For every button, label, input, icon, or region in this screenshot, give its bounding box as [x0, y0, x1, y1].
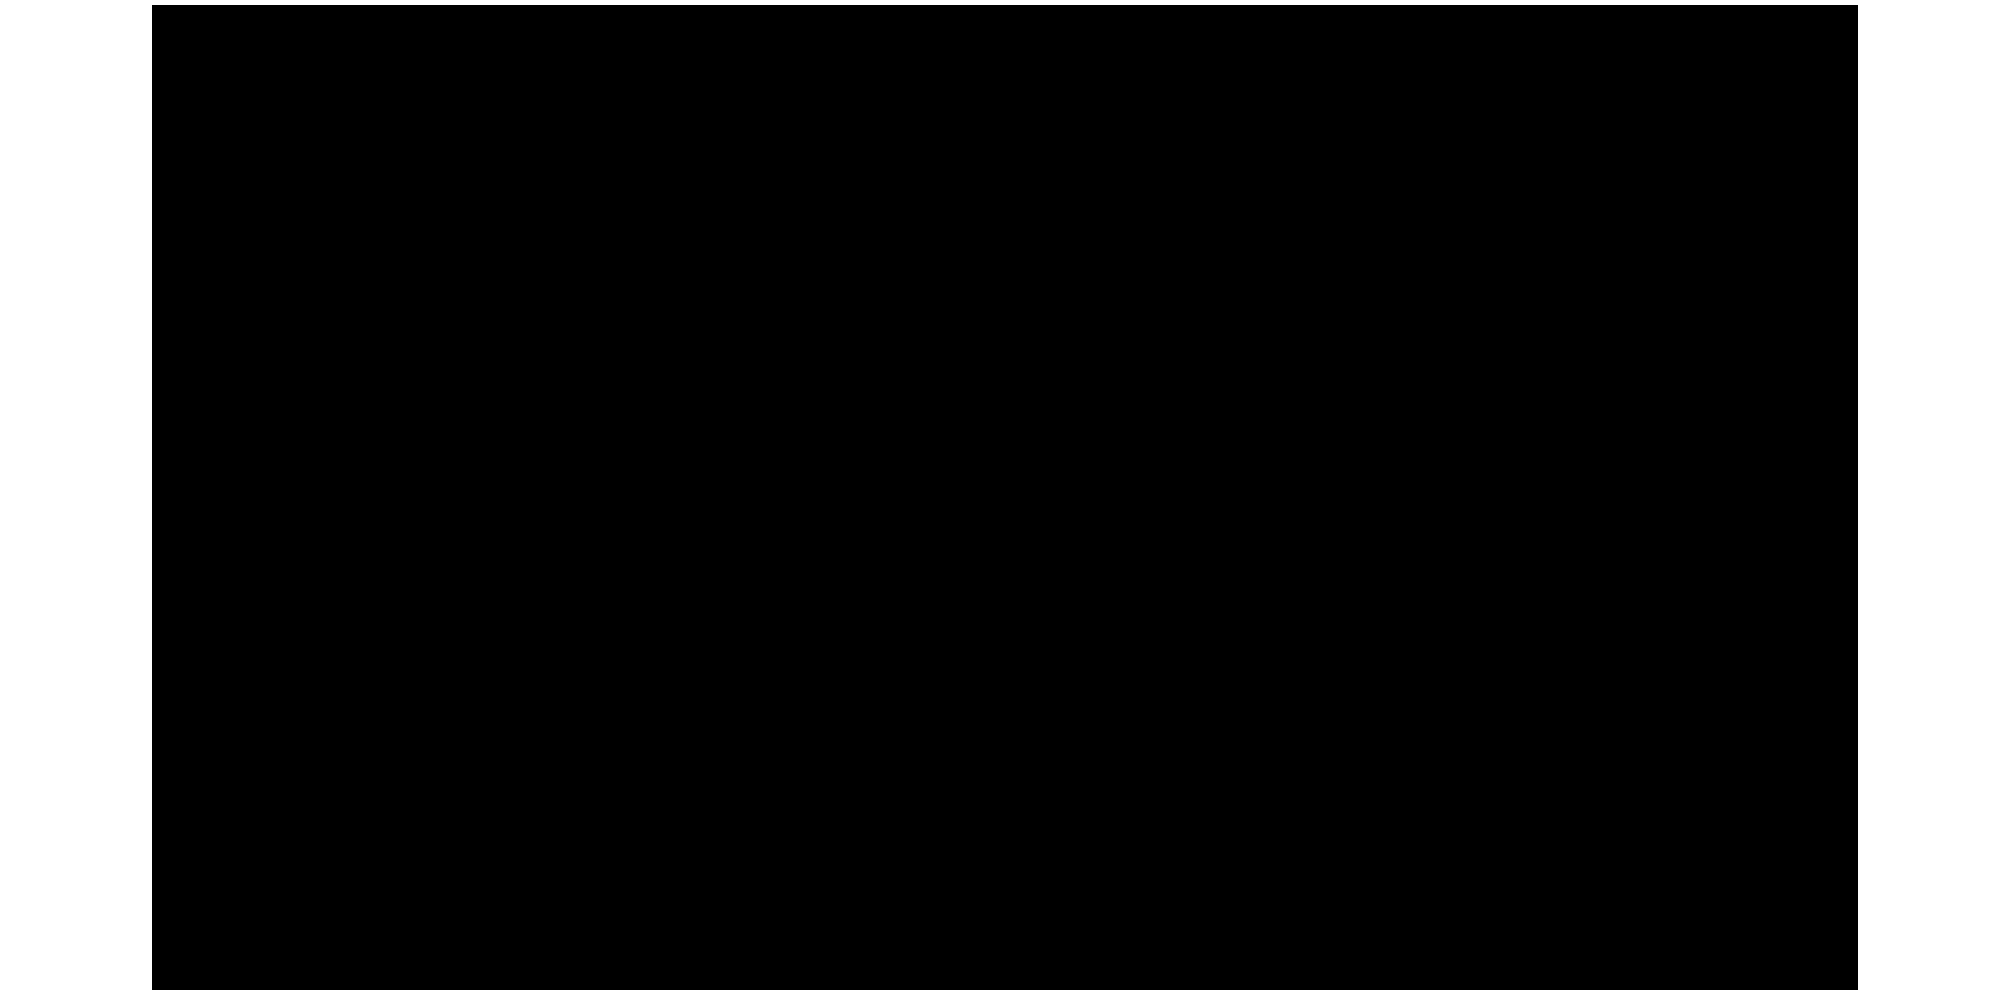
word-cloud-panel [152, 5, 1858, 990]
word-cloud [152, 5, 1858, 990]
